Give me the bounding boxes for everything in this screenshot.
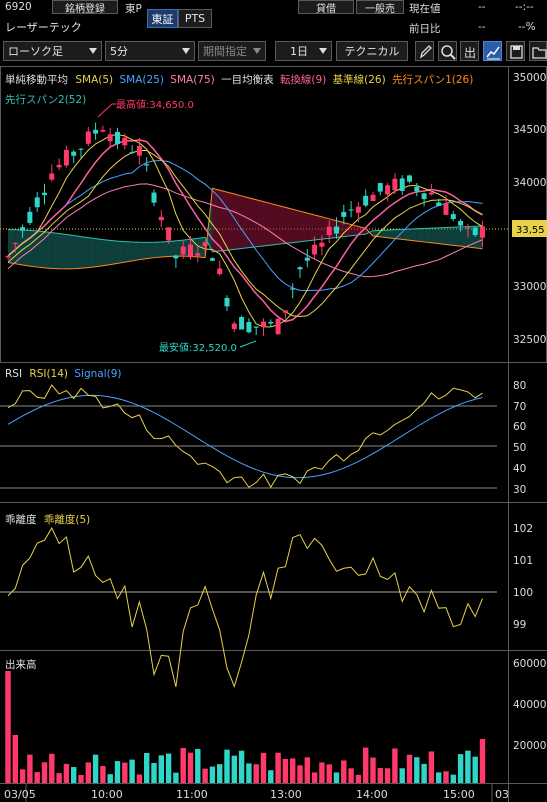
volume-icon[interactable]: 出 <box>460 41 479 61</box>
deviation-series-label: 乖離度(5) <box>43 514 91 526</box>
svg-text:99: 99 <box>513 619 526 631</box>
zoom-icon[interactable] <box>438 41 457 61</box>
signal-series-label: Signal(9) <box>74 368 122 380</box>
svg-text:400000: 400000 <box>513 699 547 711</box>
legend-tenkan: 転換線(9) <box>279 74 327 86</box>
chevron-down-icon <box>253 48 261 54</box>
svg-text:34000: 34000 <box>513 177 546 189</box>
svg-text:600000: 600000 <box>513 658 547 670</box>
current-price-time: --:-- <box>515 1 534 13</box>
prev-change-pct: --% <box>518 21 536 33</box>
candlesticks <box>5 122 485 336</box>
oscillator-lines <box>7 384 483 688</box>
svg-text:14:00: 14:00 <box>356 788 388 801</box>
stock-name: レーザーテック <box>5 21 82 34</box>
rsi-series-label: RSI(14) <box>29 368 69 380</box>
current-price-tag: 33,55 <box>512 220 547 237</box>
svg-text:80: 80 <box>513 380 526 392</box>
svg-text:50: 50 <box>513 442 526 454</box>
legend-senkou1: 先行スパン1(26) <box>392 74 474 86</box>
tab-pts[interactable]: PTS <box>178 9 212 28</box>
x-axis: 03/05 10:00 11:00 13:00 14:00 15:00 03 <box>4 784 509 802</box>
ichimoku-cloud <box>8 188 483 269</box>
svg-text:40: 40 <box>513 463 526 475</box>
period-select[interactable]: 期間指定 <box>198 41 266 61</box>
span-select[interactable]: 1日 <box>275 41 332 61</box>
register-button[interactable]: 銘柄登録 <box>52 0 118 15</box>
legend-sma25: SMA(25) <box>119 74 164 86</box>
legend-senkou2: 先行スパン2(52) <box>5 94 87 106</box>
legend-ichimoku: 一目均衡表 <box>221 74 274 86</box>
save-icon[interactable] <box>506 41 525 61</box>
interval-value: 5分 <box>110 45 128 58</box>
chart-type-select[interactable]: ローソク足 <box>3 41 102 61</box>
low-label: 最安値:32,520.0 <box>159 341 237 354</box>
high-label: 最高値:34,650.0 <box>116 98 194 111</box>
deviation-legend: 乖離度 乖離度(5) <box>5 512 90 527</box>
rsi-guides <box>0 405 497 489</box>
high-annotation: 最高値:34,650.0 <box>97 98 194 118</box>
svg-text:33,55: 33,55 <box>516 225 545 236</box>
low-annotation: 最安値:32,520.0 <box>159 340 257 354</box>
svg-text:10:00: 10:00 <box>91 788 123 801</box>
legend-sma75: SMA(75) <box>170 74 215 86</box>
svg-text:100: 100 <box>513 587 533 599</box>
technical-button[interactable]: テクニカル <box>336 41 408 61</box>
svg-text:11:00: 11:00 <box>176 788 208 801</box>
legend-kijun: 基準線(26) <box>332 74 386 86</box>
period-value: 期間指定 <box>203 45 247 58</box>
chart-type-value: ローソク足 <box>8 45 63 58</box>
main-legend: 単純移動平均 SMA(5) SMA(25) SMA(75) 一目均衡表 転換線(… <box>5 72 473 87</box>
svg-text:15:00: 15:00 <box>443 788 475 801</box>
chevron-down-icon <box>89 48 97 54</box>
span-value: 1日 <box>290 45 308 58</box>
svg-text:34500: 34500 <box>513 124 546 136</box>
rsi-title: RSI <box>5 368 23 380</box>
current-price-label: 現在値 <box>409 3 441 15</box>
interval-select[interactable]: 5分 <box>105 41 195 61</box>
legend-sma5: SMA(5) <box>75 74 114 86</box>
prev-change-value: -- <box>478 21 486 33</box>
svg-text:101: 101 <box>513 555 533 567</box>
x-date-label: 03/05 <box>4 788 36 801</box>
svg-text:35000: 35000 <box>513 72 546 84</box>
prev-change-label: 前日比 <box>409 23 441 35</box>
chevron-down-icon <box>182 48 190 54</box>
stock-code: 6920 <box>5 1 32 13</box>
svg-text:13:00: 13:00 <box>270 788 302 801</box>
legend-title: 単純移動平均 <box>5 74 68 86</box>
lending-button[interactable]: 貸借 <box>298 0 354 15</box>
volume-title: 出来高 <box>5 659 37 671</box>
rsi-legend: RSI RSI(14) Signal(9) <box>5 368 122 380</box>
folder-icon[interactable] <box>529 41 547 61</box>
svg-text:32500: 32500 <box>513 334 546 346</box>
exchange-label: 東P <box>125 3 142 15</box>
current-price-value: -- <box>478 1 486 13</box>
panel-frames <box>0 66 547 802</box>
category-button[interactable]: 一般売 <box>356 0 404 15</box>
chevron-down-icon <box>319 48 327 54</box>
tab-tosho[interactable]: 東証 <box>147 9 178 28</box>
svg-text:33000: 33000 <box>513 281 546 293</box>
rsi-y-axis: 80 70 60 50 40 30 <box>513 380 526 496</box>
main-y-axis: 35000 34500 34000 33000 32500 <box>513 72 546 346</box>
svg-text:30: 30 <box>513 484 526 496</box>
svg-text:70: 70 <box>513 401 526 413</box>
volume-bars <box>5 671 486 783</box>
line-chart-icon[interactable] <box>483 41 502 61</box>
svg-text:60: 60 <box>513 421 526 433</box>
svg-text:102: 102 <box>513 523 533 535</box>
pencil-icon[interactable] <box>415 41 434 61</box>
x-next-date: 03 <box>495 788 509 801</box>
deviation-title: 乖離度 <box>5 514 37 526</box>
deviation-y-axis: 102 101 100 99 <box>513 523 533 631</box>
